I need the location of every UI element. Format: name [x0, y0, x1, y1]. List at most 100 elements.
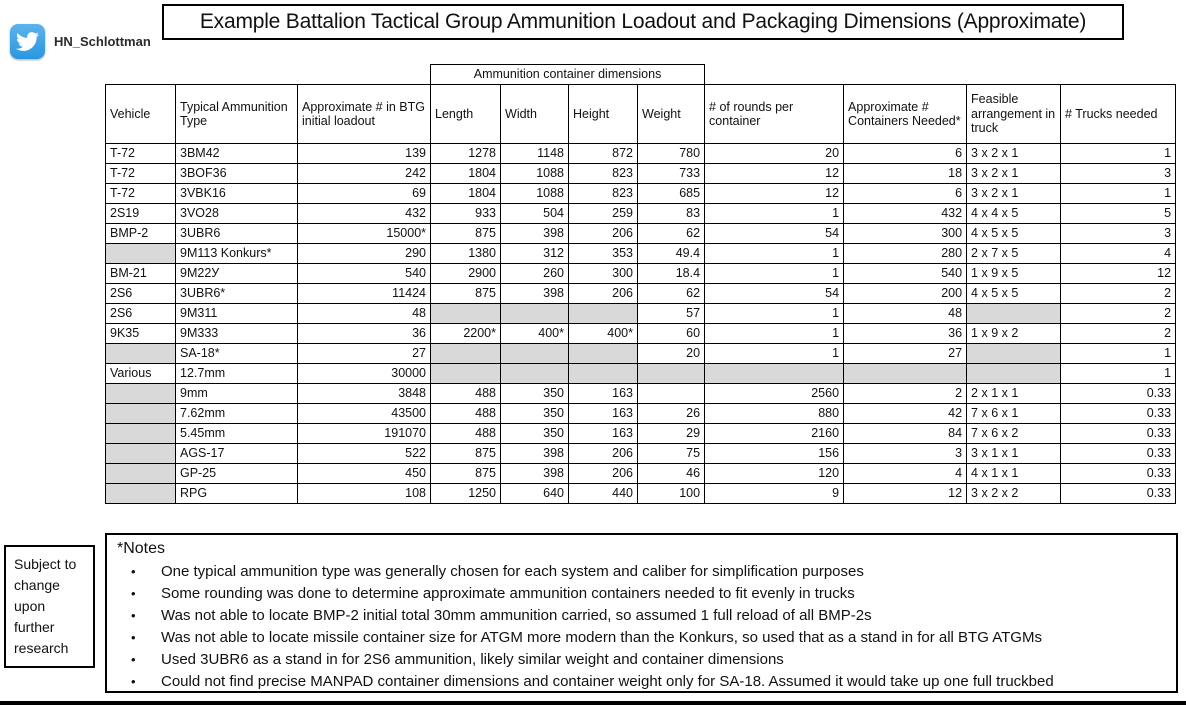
table-cell: 353 [568, 243, 639, 264]
table-cell: 43500 [296, 403, 432, 424]
table-cell: 4 x 1 x 1 [966, 463, 1062, 484]
table-cell: 20 [704, 143, 845, 164]
table-cell: T-72 [105, 163, 176, 184]
note-item: Used 3UBR6 as a stand in for 2S6 ammunit… [113, 649, 1170, 671]
note-item: Was not able to locate missile container… [113, 627, 1170, 649]
table-cell: 5.45mm [175, 423, 298, 444]
note-item: Was not able to locate BMP-2 initial tot… [113, 605, 1170, 627]
twitter-bird-icon [10, 24, 45, 59]
table-cell: 3BM42 [175, 143, 298, 164]
table-cell: 880 [704, 403, 845, 424]
table-cell: 206 [568, 223, 639, 244]
table-cell: 350 [500, 383, 570, 404]
table-cell: 46 [637, 463, 706, 484]
group-header-cell: Ammunition container dimensions [430, 64, 706, 85]
column-header: Typical Ammunition Type [175, 84, 298, 144]
table-cell: 1 [1060, 183, 1177, 204]
table-cell [500, 363, 570, 384]
table-cell: 1 [704, 243, 845, 264]
table-cell: 11424 [296, 283, 432, 304]
table-cell: 432 [296, 203, 432, 224]
table-cell [500, 343, 570, 364]
table-cell [500, 303, 570, 324]
group-spacer [705, 65, 1176, 85]
table-cell: 640 [500, 483, 570, 504]
table-cell: 280 [843, 243, 968, 264]
table-cell: 875 [430, 443, 502, 464]
table-cell: 823 [568, 163, 639, 184]
table-cell: 29 [637, 423, 706, 444]
twitter-handle: HN_Schlottman [54, 34, 151, 49]
table-cell: 83 [637, 203, 706, 224]
subject-to-change-note: Subject to change upon further research [4, 545, 95, 668]
table-cell: Various [105, 363, 176, 384]
table-cell: 400* [568, 323, 639, 344]
table-row: BM-21 9M22У 540 2900 260 300 18.4 1 540 1 x 9 x 5… [105, 263, 1177, 284]
table-cell: 3848 [296, 383, 432, 404]
table-cell [704, 363, 845, 384]
note-item: One typical ammunition type was generall… [113, 561, 1170, 583]
table-cell: 9M333 [175, 323, 298, 344]
table-cell: 48 [843, 303, 968, 324]
column-header: # of rounds per container [704, 84, 845, 144]
page-title: Example Battalion Tactical Group Ammunit… [162, 4, 1124, 40]
table-cell: 1088 [500, 163, 570, 184]
table-cell: 3UBR6* [175, 283, 298, 304]
table-cell [105, 483, 176, 504]
table-cell: 685 [637, 183, 706, 204]
table-cell [568, 303, 639, 324]
table-cell: 4 x 5 x 5 [966, 223, 1062, 244]
table-cell: 100 [637, 483, 706, 504]
table-cell [637, 363, 706, 384]
column-header: Weight [637, 84, 706, 144]
table-row: 9M113 Konkurs* 290 1380 312 353 49.4 1 280 2 x 7… [105, 243, 1177, 264]
table-cell: T-72 [105, 143, 176, 164]
column-header: Height [568, 84, 639, 144]
table-cell: 54 [704, 283, 845, 304]
table-cell: 18 [843, 163, 968, 184]
table-cell: 350 [500, 423, 570, 444]
table-cell: 522 [296, 443, 432, 464]
table-cell: 36 [296, 323, 432, 344]
table-cell: 200 [843, 283, 968, 304]
table-cell: 398 [500, 443, 570, 464]
table-cell: 9mm [175, 383, 298, 404]
table-cell [105, 403, 176, 424]
table-cell: 432 [843, 203, 968, 224]
table-cell: 300 [843, 223, 968, 244]
column-header: Feasible arrangement in truck [966, 84, 1062, 144]
table-cell: 4 [843, 463, 968, 484]
table-cell: 12 [704, 163, 845, 184]
table-row: RPG 108 1250 640 440 100 9 12 3 x 2 x 2 0.33 [105, 483, 1177, 504]
table-cell: 540 [843, 263, 968, 284]
table-cell: 27 [843, 343, 968, 364]
table-row: 5.45mm 191070 488 350 163 29 2160 84 7 x 6 x 2 0.… [105, 423, 1177, 444]
table-cell: 1380 [430, 243, 502, 264]
table-cell [105, 443, 176, 464]
table-cell: 1 x 9 x 5 [966, 263, 1062, 284]
table-cell: 1250 [430, 483, 502, 504]
table-cell: 3 x 2 x 1 [966, 143, 1062, 164]
column-header: Length [430, 84, 502, 144]
table-cell: 2160 [704, 423, 845, 444]
table-cell [966, 363, 1062, 384]
table-cell: 398 [500, 223, 570, 244]
table-cell: 1 [1060, 343, 1177, 364]
table-cell: 3BOF36 [175, 163, 298, 184]
table-cell [637, 383, 706, 404]
table-cell: 450 [296, 463, 432, 484]
note-item: Could not find precise MANPAD container … [113, 671, 1170, 693]
table-cell [430, 343, 502, 364]
table-cell [105, 383, 176, 404]
table-cell: 163 [568, 403, 639, 424]
table-cell: 0.33 [1060, 443, 1177, 464]
table-cell: 1804 [430, 183, 502, 204]
table-cell: 0.33 [1060, 463, 1177, 484]
table-cell: 15000* [296, 223, 432, 244]
table-cell: 9M311 [175, 303, 298, 324]
table-cell: 42 [843, 403, 968, 424]
table-cell: 57 [637, 303, 706, 324]
table-cell: 9M113 Konkurs* [175, 243, 298, 264]
